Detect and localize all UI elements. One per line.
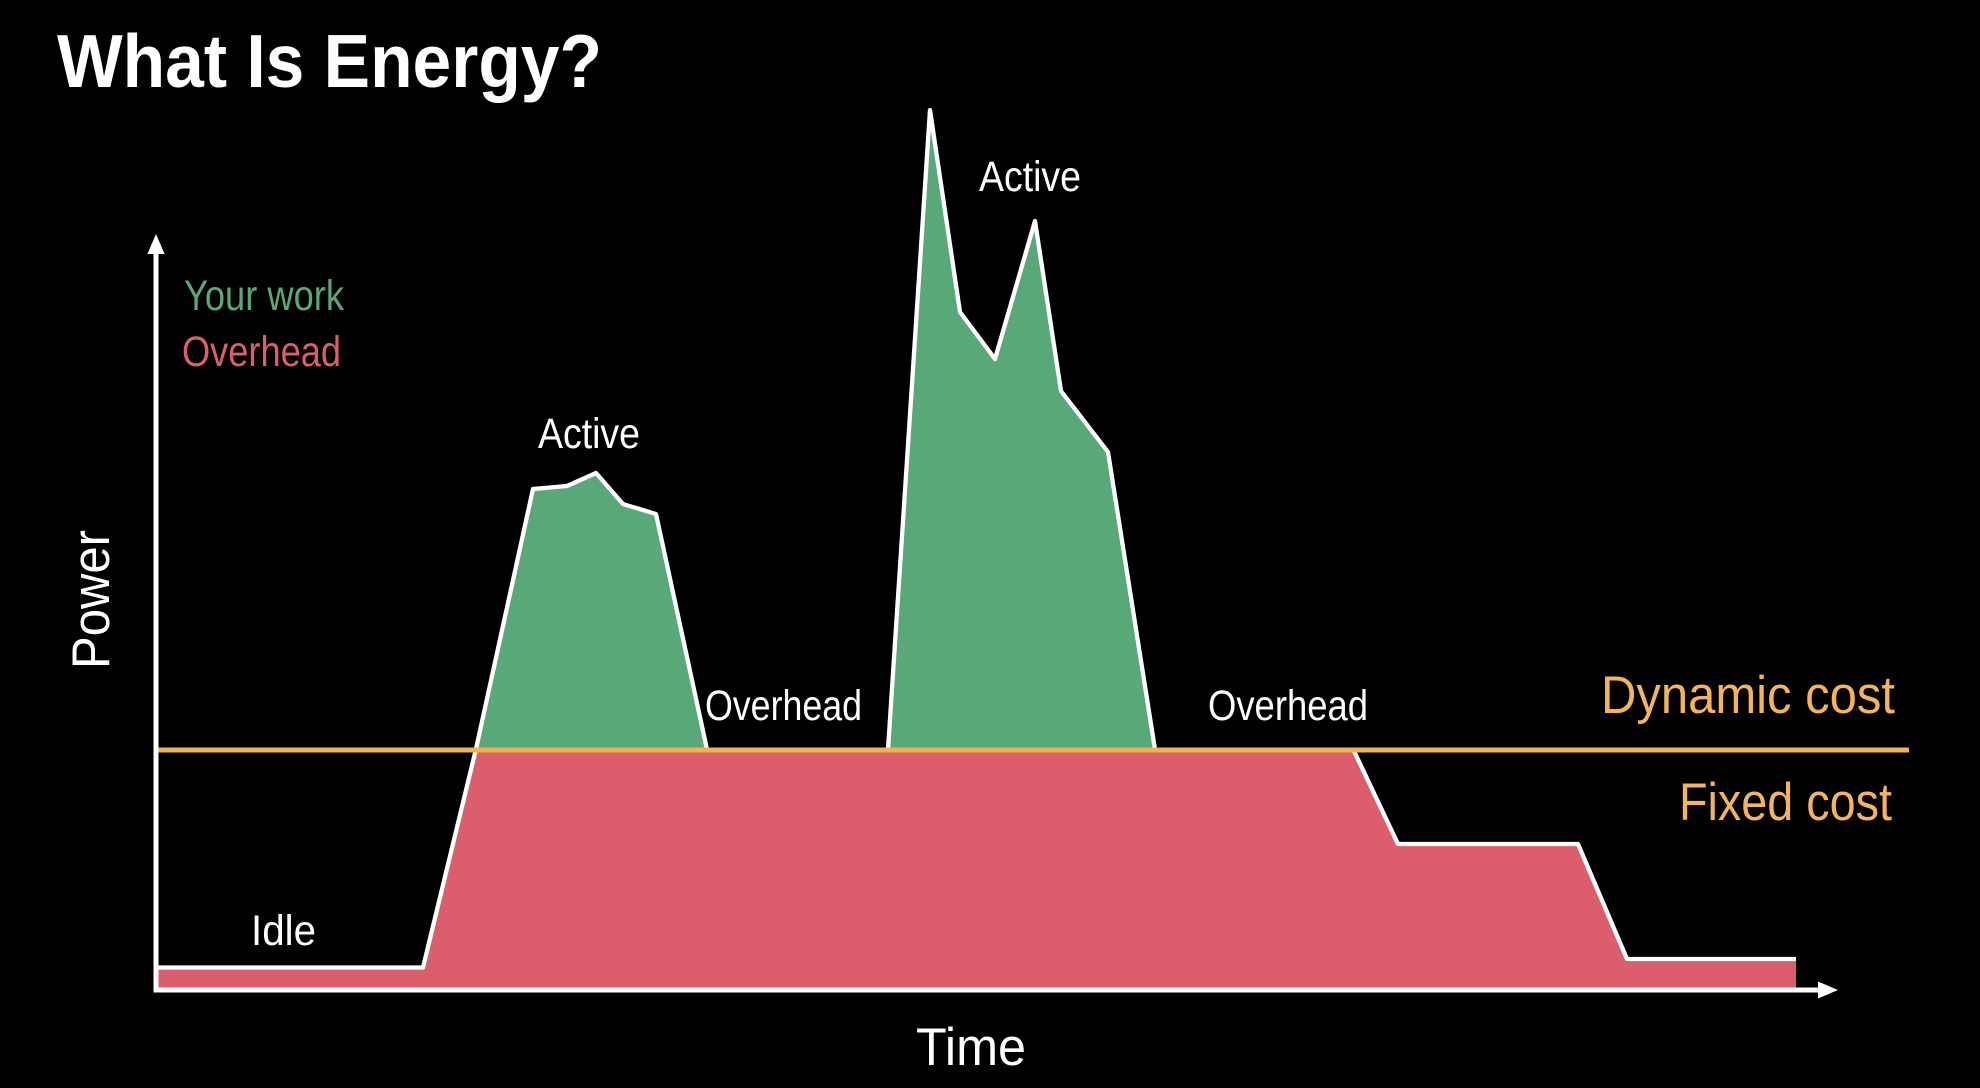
svg-text:Overhead: Overhead [705, 682, 862, 730]
svg-text:Fixed cost: Fixed cost [1679, 773, 1892, 832]
svg-text:Your work: Your work [184, 272, 344, 320]
svg-text:Active: Active [979, 153, 1081, 201]
svg-text:Power: Power [62, 530, 121, 669]
svg-text:Active: Active [538, 410, 640, 458]
svg-text:What Is Energy?: What Is Energy? [57, 19, 602, 103]
svg-text:Overhead: Overhead [1208, 682, 1368, 730]
svg-text:Dynamic cost: Dynamic cost [1601, 666, 1895, 725]
svg-text:Overhead: Overhead [182, 328, 341, 376]
svg-text:Idle: Idle [251, 907, 316, 955]
svg-text:Time: Time [916, 1018, 1026, 1077]
